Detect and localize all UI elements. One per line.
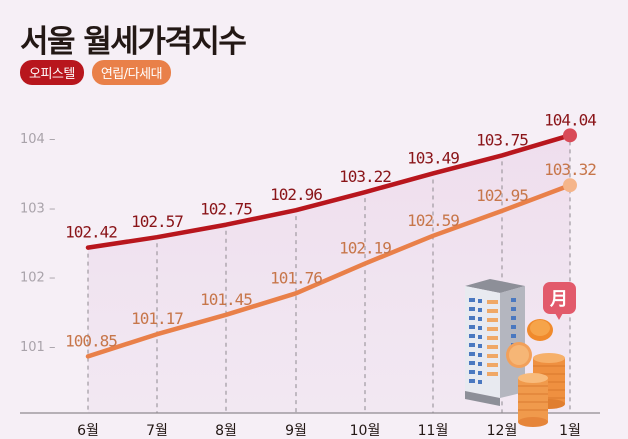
y-tick-label: 102 – [20,271,55,286]
data-label: 101.45 [200,290,252,309]
data-label: 100.85 [65,331,117,350]
endpoint-marker [563,178,577,193]
series-lines [85,128,577,359]
x-tick-label: 12월 [487,423,518,439]
x-tick-label: 9월 [285,423,307,439]
x-tick-label: 8월 [215,423,237,439]
endpoint-marker [563,128,577,143]
series-line-2 [85,182,573,359]
x-tick-label: 1월 [559,423,581,439]
data-label: 102.19 [339,239,391,258]
month-badge-icon: 月 [549,289,568,310]
legend-villa: 연립/다세대 [91,60,172,85]
data-label: 103.32 [544,160,596,179]
data-label: 102.96 [270,185,322,204]
data-label: 101.76 [270,268,322,287]
data-labels: 102.42 102.57 102.75 102.96 103.22 103.49 103.… [65,110,597,350]
data-label: 104.04 [544,110,596,129]
x-tick-label: 10월 [350,423,381,439]
y-tick-label: 101 – [20,340,55,355]
data-label: 103.75 [476,130,528,149]
y-tick-label: 104 – [20,132,55,147]
data-label: 102.95 [476,186,528,205]
chart-title: 서울 월세가격지수 [20,24,247,60]
data-label: 103.49 [407,148,459,167]
legend-officetel: 오피스텔 [20,60,84,85]
data-label: 102.59 [407,211,459,230]
data-label: 103.22 [339,167,391,186]
x-tick-label: 11월 [418,423,449,439]
building-coins-illustration: 月 [465,279,576,427]
x-axis: 6월 7월 8월 9월 10월 11월 12월 1월 [77,423,581,439]
data-label: 102.75 [200,200,252,219]
data-label: 102.42 [65,223,117,242]
series-line-1 [85,133,573,250]
y-axis: 101 – 102 – 103 – 104 – [20,132,55,355]
data-label: 102.57 [131,212,183,231]
data-label: 101.17 [131,309,183,328]
x-tick-label: 6월 [77,423,99,439]
legend: 오피스텔 연립/다세대 [20,60,172,85]
y-tick-label: 103 – [20,201,55,216]
x-tick-label: 7월 [146,423,168,439]
chart-area-fill [88,135,570,413]
